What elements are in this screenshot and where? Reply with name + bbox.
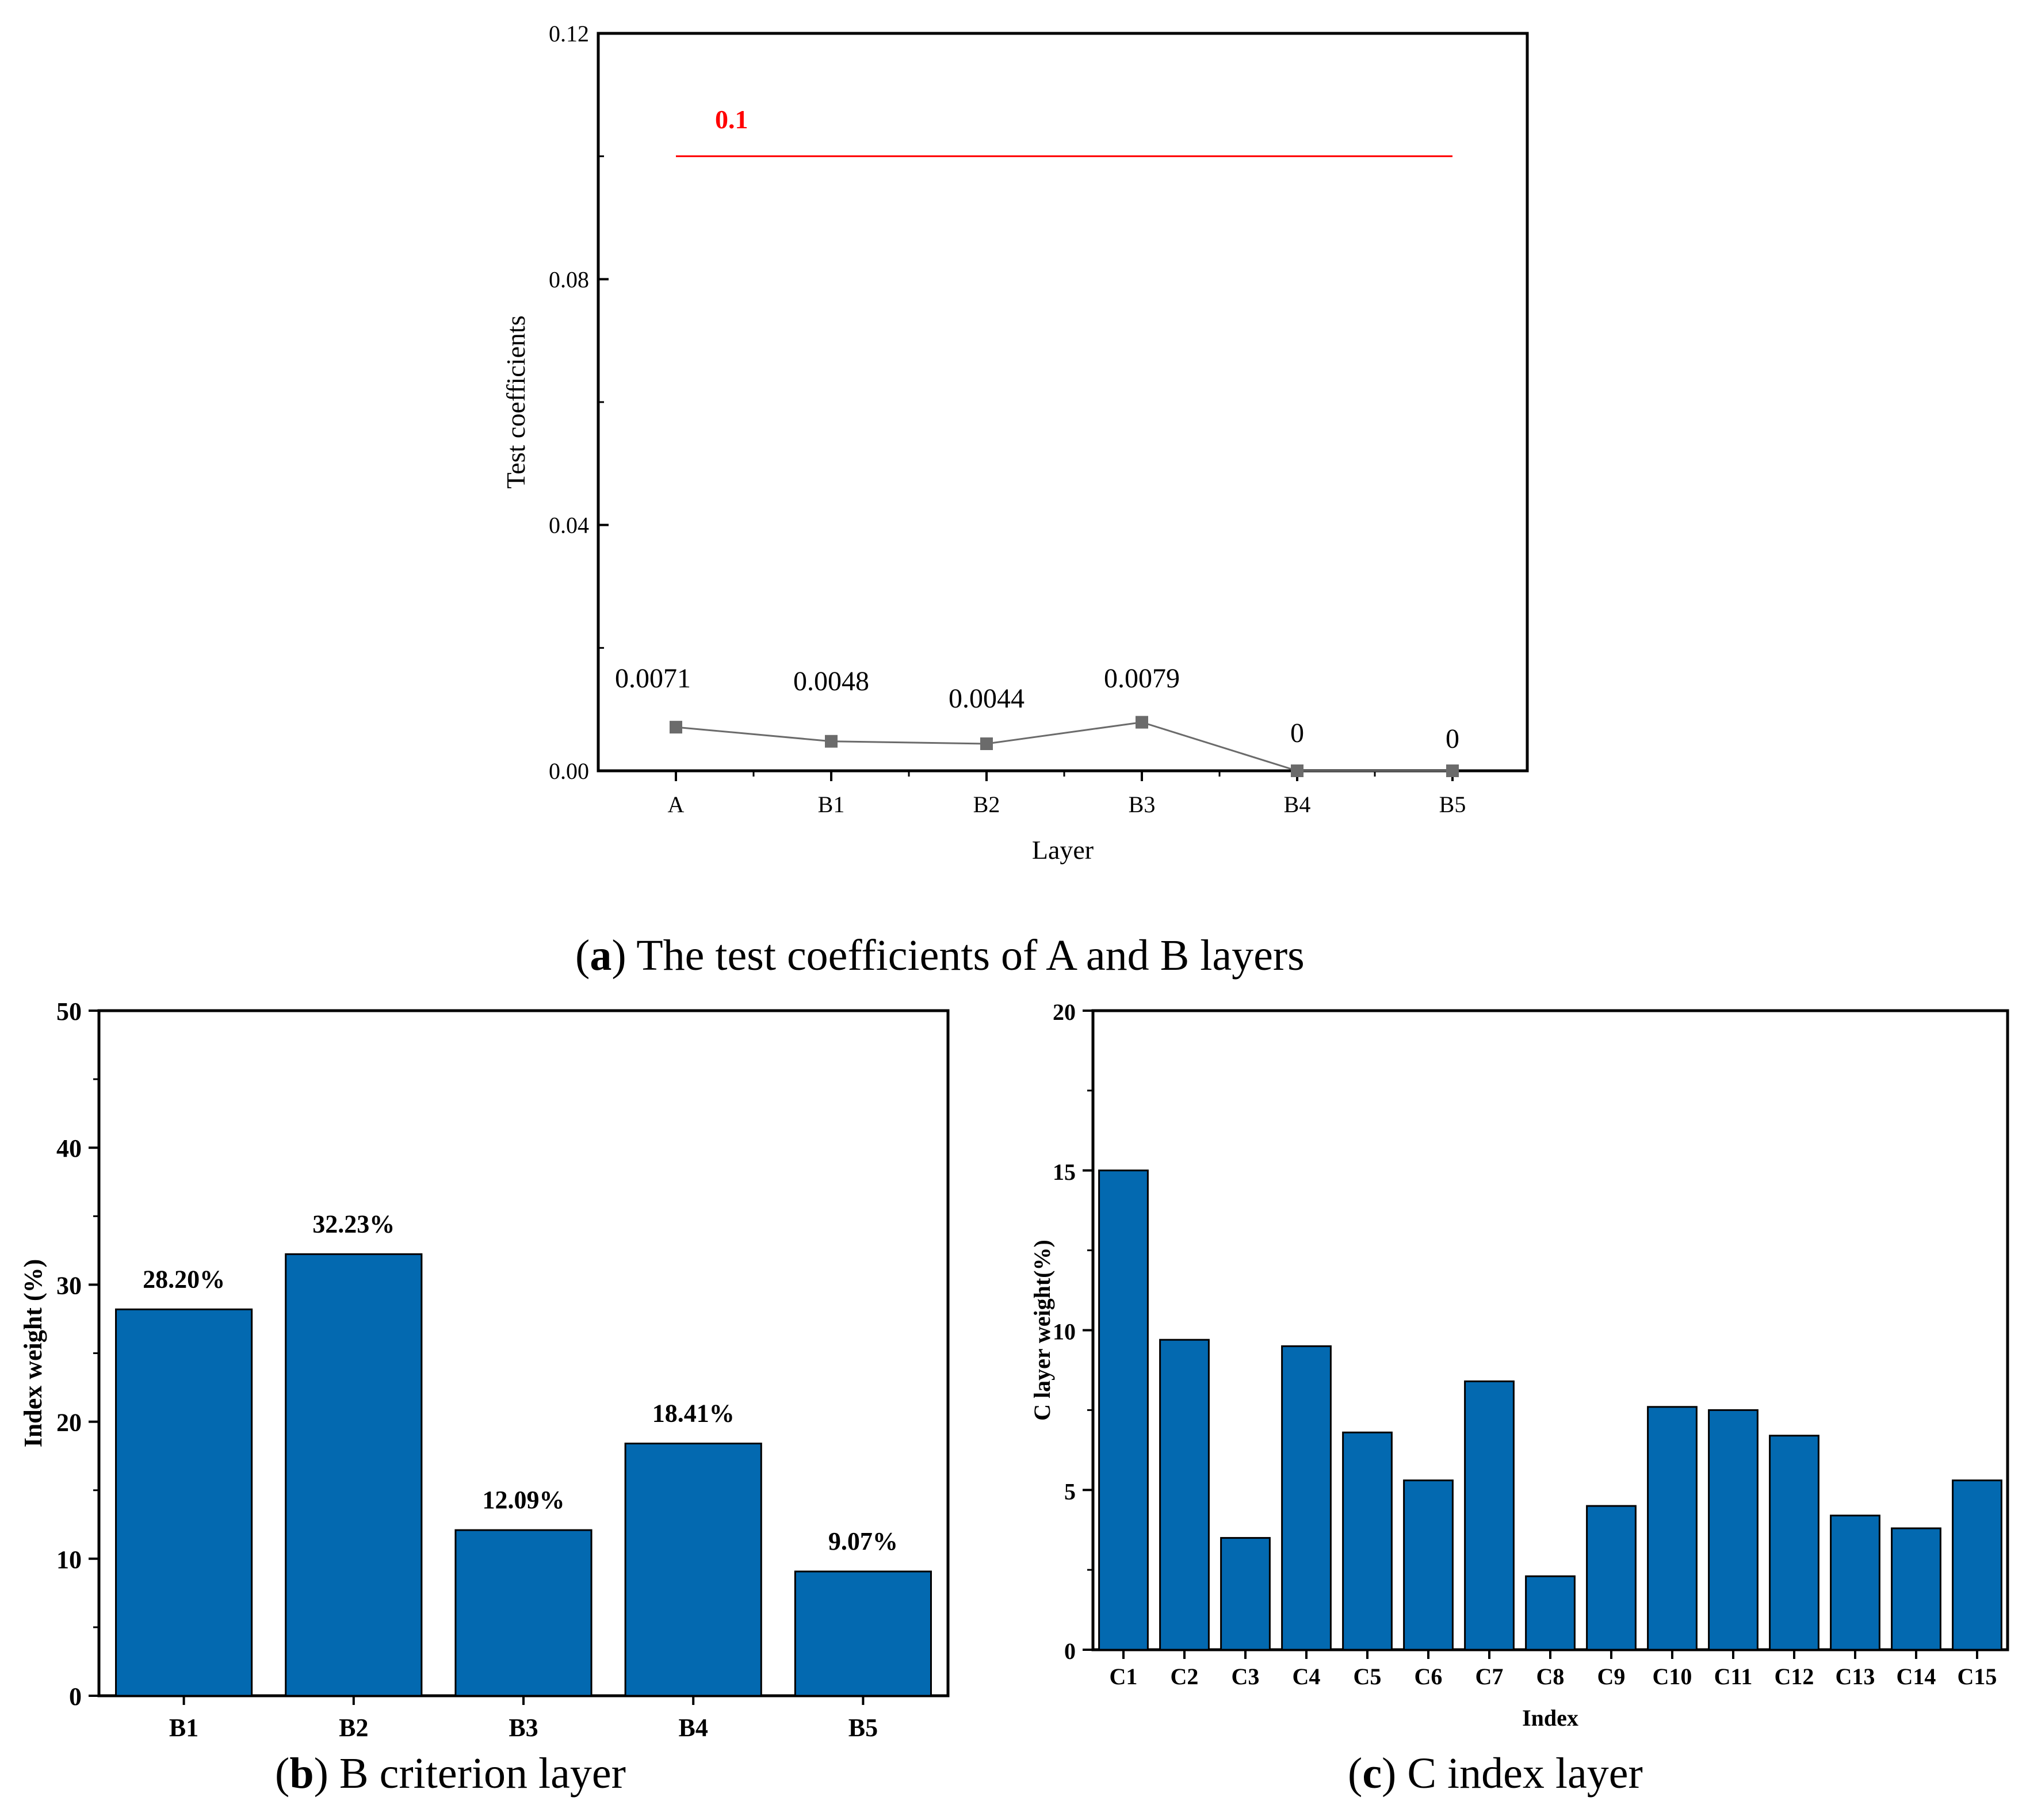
chart-c-bar [1708, 1409, 1759, 1651]
chart-a-threshold-label: 0.1 [715, 105, 748, 134]
chart-c-xtick-label: C11 [1714, 1664, 1753, 1689]
chart-a-xtick-label: B1 [818, 792, 845, 817]
caption-b: (b) B criterion layer [275, 1749, 626, 1798]
chart-b-xtick-label: B2 [339, 1714, 368, 1742]
chart-a-ytick-label: 0.04 [549, 513, 589, 538]
chart-c-ytick-label: 15 [1053, 1159, 1076, 1185]
chart-b-data-label: 12.09% [483, 1486, 565, 1514]
chart-b-bar [285, 1253, 423, 1697]
chart-c-bar [1586, 1505, 1637, 1651]
chart-c-xtick-label: C9 [1597, 1664, 1626, 1689]
chart-b-bar [794, 1570, 932, 1697]
chart-c-ylabel: C layer weight(%) [1029, 1240, 1055, 1421]
chart-b-bar [115, 1308, 253, 1697]
chart-a-frame [597, 32, 1529, 773]
chart-c-xtick-label: C7 [1475, 1664, 1504, 1689]
chart-c-bar [1647, 1406, 1698, 1651]
chart-c-xtick-label: C3 [1232, 1664, 1260, 1689]
chart-c-bar [1525, 1575, 1576, 1651]
chart-c-bar [1098, 1169, 1149, 1651]
chart-c-ytick-label: 5 [1064, 1478, 1076, 1504]
chart-c-bar [1220, 1537, 1271, 1651]
chart-a-point [1136, 716, 1148, 729]
chart-a-xtick-label: B2 [973, 792, 1000, 817]
chart-a-ytick-label: 0.12 [549, 21, 589, 47]
chart-c-bar [1403, 1479, 1454, 1651]
caption-a: (a) The test coefficients of A and B lay… [575, 931, 1305, 980]
chart-a-series-line [675, 721, 1452, 772]
chart-b-xtick-label: B3 [509, 1714, 538, 1742]
chart-c-xtick-label: C6 [1415, 1664, 1443, 1689]
chart-c-bar [1891, 1527, 1941, 1651]
chart-a-xlabel: Layer [1032, 835, 1094, 865]
chart-c-bar [1952, 1479, 2002, 1651]
chart-a-point [1291, 764, 1303, 777]
chart-b-xtick-label: B4 [679, 1714, 708, 1742]
chart-a-point [670, 721, 682, 734]
chart-b-criterion-layer: 0 10 20 30 40 50 B1 28.20% B2 32.23% B3 12.09% B4 18.… [19, 997, 950, 1742]
chart-c-xtick-label: C12 [1775, 1664, 1814, 1689]
chart-c-xtick-label: C5 [1354, 1664, 1382, 1689]
chart-b-ytick-label: 30 [56, 1271, 82, 1299]
chart-a-point [980, 737, 993, 750]
chart-a-xtick-label: B3 [1129, 792, 1156, 817]
chart-a-xtick-label: A [668, 792, 685, 817]
chart-b-ytick-label: 10 [56, 1546, 82, 1574]
chart-b-ytick-label: 40 [56, 1134, 82, 1163]
chart-c-bar [1769, 1435, 1819, 1651]
chart-b-data-label: 9.07% [828, 1527, 898, 1555]
chart-b-xtick-label: B1 [169, 1714, 198, 1742]
chart-b-ytick-label: 50 [56, 997, 82, 1026]
chart-c-bar [1464, 1380, 1515, 1651]
chart-b-ylabel: Index weight (%) [19, 1259, 47, 1448]
chart-c-xtick-label: C8 [1536, 1664, 1565, 1689]
chart-c-xtick-label: C1 [1110, 1664, 1138, 1689]
chart-b-bar [454, 1529, 592, 1697]
chart-a-xtick-label: B5 [1439, 792, 1466, 817]
chart-a-data-label: 0.0048 [793, 666, 869, 697]
chart-a-data-label: 0.0071 [615, 663, 691, 694]
chart-c-xtick-label: C10 [1653, 1664, 1692, 1689]
chart-c-xtick-label: C4 [1293, 1664, 1321, 1689]
chart-c-ytick-label: 10 [1053, 1319, 1076, 1345]
chart-c-xtick-label: C14 [1897, 1664, 1936, 1689]
chart-a-data-label: 0 [1290, 718, 1304, 748]
chart-c-index-layer: 0 5 10 15 20 C1 C2 C3 C4 C5 C6 C7 C8 C9 C10 C11 C12 C13 C1… [1029, 999, 2009, 1731]
chart-c-bar [1281, 1345, 1332, 1651]
chart-a-xtick-label: B4 [1284, 792, 1311, 817]
chart-c-xtick-label: C13 [1836, 1664, 1875, 1689]
chart-a-data-label: 0.0044 [949, 683, 1025, 714]
chart-c-xtick-label: C15 [1958, 1664, 1997, 1689]
chart-c-bar [1159, 1339, 1210, 1651]
chart-b-data-label: 18.41% [652, 1399, 735, 1427]
chart-c-xtick-label: C2 [1171, 1664, 1199, 1689]
chart-c-bar [1342, 1431, 1393, 1651]
chart-b-data-label: 32.23% [312, 1210, 395, 1238]
chart-a-data-label: 0.0079 [1104, 663, 1180, 694]
chart-b-bar [624, 1442, 762, 1697]
chart-a-data-label: 0 [1446, 724, 1459, 754]
chart-c-bar [1830, 1515, 1880, 1651]
chart-c-ytick-label: 20 [1053, 999, 1076, 1025]
chart-a-point [825, 735, 838, 748]
chart-b-xtick-label: B5 [848, 1714, 878, 1742]
chart-c-ytick-label: 0 [1064, 1638, 1076, 1664]
chart-a-ytick-label: 0.00 [549, 758, 589, 784]
chart-b-ytick-label: 20 [56, 1409, 82, 1437]
chart-a-test-coefficients: 0.00 0.04 0.08 0.12 A B1 B2 B3 B4 B5 Layer Test coe… [501, 21, 1529, 865]
chart-a-ytick-label: 0.08 [549, 266, 589, 292]
chart-c-xlabel: Index [1522, 1705, 1578, 1731]
chart-a-point [1446, 764, 1459, 777]
chart-a-ylabel: Test coefficients [501, 315, 530, 488]
chart-b-ytick-label: 0 [69, 1683, 82, 1711]
caption-c: (c) C index layer [1348, 1749, 1643, 1798]
chart-b-data-label: 28.20% [143, 1265, 225, 1293]
